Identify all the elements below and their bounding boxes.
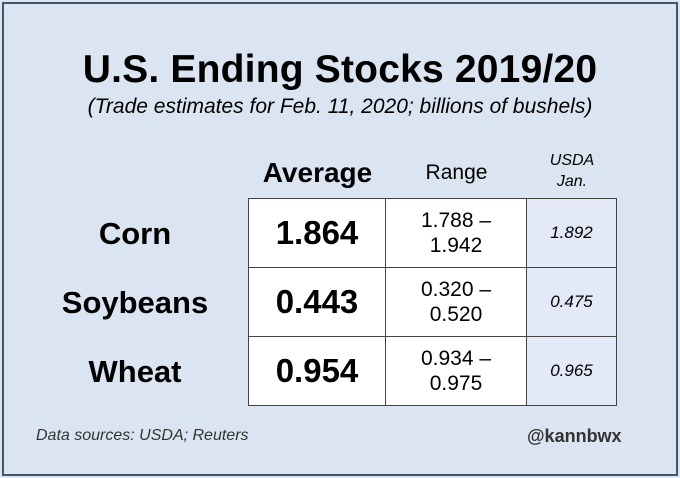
row-label-soybeans: Soybeans (61, 285, 209, 320)
cell-wheat-range: 0.934 – 0.975 (385, 336, 527, 406)
cell-wheat-range-low: 0.934 – (420, 347, 492, 370)
table-row-wheat: 0.954 0.934 – 0.975 0.965 (248, 336, 617, 406)
cell-wheat-usda: 0.965 (526, 336, 617, 406)
column-header-usda-line2: Jan. (556, 173, 588, 190)
row-label-corn: Corn (98, 216, 172, 251)
cell-soybeans-range: 0.320 – 0.520 (385, 267, 527, 337)
column-header-range: Range (425, 161, 488, 184)
cell-wheat-range-high: 0.975 (429, 372, 483, 395)
chart-title: U.S. Ending Stocks 2019/20 (82, 48, 598, 91)
cell-corn-average: 1.864 (248, 198, 386, 268)
column-header-usda-jan: USDA Jan. (527, 150, 617, 192)
cell-corn-range: 1.788 – 1.942 (385, 198, 527, 268)
table-row-soybeans: 0.443 0.320 – 0.520 0.475 (248, 267, 617, 337)
cell-corn-range-low: 1.788 – (420, 209, 492, 232)
chart-subtitle: (Trade estimates for Feb. 11, 2020; bill… (87, 95, 593, 118)
cell-soybeans-range-low: 0.320 – (420, 278, 492, 301)
cell-corn-range-high: 1.942 (429, 234, 483, 257)
cell-soybeans-range-high: 0.520 (429, 303, 483, 326)
column-header-average: Average (262, 157, 373, 188)
stocks-table: 1.864 1.788 – 1.942 1.892 0.443 0.320 – … (248, 198, 617, 406)
cell-wheat-average: 0.954 (248, 336, 386, 406)
cell-soybeans-usda: 0.475 (526, 267, 617, 337)
cell-soybeans-average: 0.443 (248, 267, 386, 337)
table-row-corn: 1.864 1.788 – 1.942 1.892 (248, 198, 617, 268)
cell-corn-usda: 1.892 (526, 198, 617, 268)
row-label-wheat: Wheat (88, 354, 182, 389)
author-handle: @kannbwx (527, 426, 622, 446)
column-header-usda-line1: USDA (549, 152, 595, 169)
data-sources-note: Data sources: USDA; Reuters (36, 427, 249, 444)
